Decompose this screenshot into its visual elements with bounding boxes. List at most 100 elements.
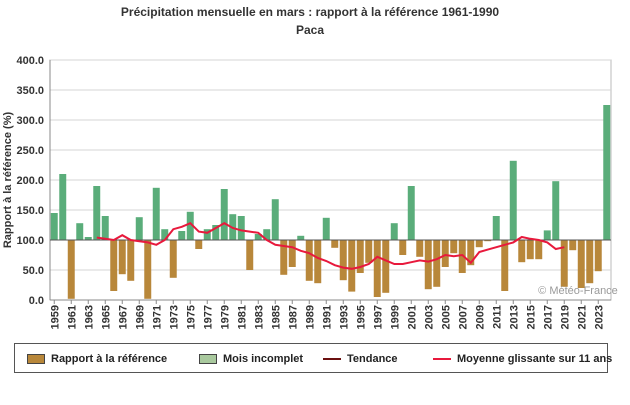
x-tick-label: 1997 [372,305,384,329]
bar-2009 [475,240,483,248]
x-tick-label: 1979 [219,305,231,329]
bar-1961 [67,240,75,299]
bar-1983 [254,234,262,240]
y-tick-label: 150.0 [16,205,44,217]
legend-item-moving-average: Moyenne glissante sur 11 ans [433,353,612,365]
bar-1989 [305,240,313,281]
bar-1995 [356,240,364,273]
bar-1992 [331,240,339,248]
bar-1982 [246,240,254,270]
x-tick-label: 1963 [83,305,95,329]
x-tick-label: 1989 [304,305,316,329]
bar-2000 [399,240,407,255]
legend-label-trend: Tendance [347,353,398,365]
bar-2013 [509,160,517,240]
y-tick-label: 200.0 [16,175,44,187]
bar-2019 [560,240,568,287]
legend-label-incomplete: Mois incomplet [223,353,304,365]
bar-1976 [195,240,203,249]
x-tick-label: 1967 [117,305,129,329]
x-tick-label: 2011 [491,305,503,329]
bar-2023 [594,240,602,272]
legend-swatch-moving-average [433,358,451,360]
y-tick-label: 250.0 [16,145,44,157]
bar-2011 [492,216,500,240]
legend-swatch-trend [323,358,341,360]
x-tick-label: 2019 [559,305,571,329]
x-tick-label: 1983 [253,305,265,329]
legend-swatch-incomplete [199,354,217,364]
bar-1990 [314,240,322,284]
x-tick-label: 2007 [457,305,469,329]
x-tick-label: 2017 [542,305,554,329]
bar-1967 [118,240,126,275]
chart-subtitle: Paca [296,23,324,37]
bar-1965 [101,216,109,240]
legend: Rapport à la référence Mois incomplet Te… [14,343,612,373]
bar-1963 [84,237,92,240]
y-tick-label: 100.0 [16,235,44,247]
bar-1993 [339,240,347,281]
x-tick-label: 1991 [321,305,333,329]
x-tick-label: 2009 [474,305,486,329]
bar-1996 [365,240,373,263]
bar-1981 [237,216,245,240]
bar-1975 [186,211,194,240]
legend-label-moving-average: Moyenne glissante sur 11 ans [457,353,613,365]
bar-2008 [467,240,475,266]
y-tick-label: 0.0 [29,295,44,307]
bar-1959 [50,213,58,240]
bar-2003 [424,240,432,290]
x-tick-label: 1977 [202,305,214,329]
x-tick-label: 2023 [593,305,605,329]
x-tick-label: 2013 [508,305,520,329]
bar-2007 [458,240,466,273]
bar-2022 [586,240,594,284]
x-tick-label: 2003 [423,305,435,329]
x-tick-label: 1975 [185,305,197,329]
y-axis: 0.0 50.0 100.0 150.0 200.0 250.0 300.0 350.0 400… [16,55,51,307]
legend-item-ratio: Rapport à la référence [27,353,167,365]
bar-1970 [144,240,152,299]
bar-1973 [169,240,177,278]
x-tick-label: 1981 [236,305,248,329]
bar-1972 [161,229,169,240]
bar-2004 [433,240,441,287]
y-tick-label: 400.0 [16,55,44,67]
bar-1984 [263,229,271,240]
bar-2017 [543,230,551,240]
chart-title: Précipitation mensuelle en mars : rappor… [121,5,499,19]
bar-1991 [322,217,330,240]
bar-1979 [220,189,228,240]
bar-1994 [348,240,356,292]
bar-1985 [271,199,279,240]
bar-1997 [373,240,381,297]
y-tick-label: 50.0 [23,265,44,277]
bar-2020 [569,240,577,251]
moving-average-polyline [96,222,565,270]
x-tick-label: 1993 [338,305,350,329]
watermark: © Météo-France [538,285,618,297]
x-tick-label: 2015 [525,305,537,329]
y-tick-label: 350.0 [16,85,44,97]
bar-1987 [288,240,296,267]
bar-1977 [203,229,211,240]
bar-2014 [518,240,526,263]
bar-1986 [280,240,288,275]
bar-1978 [212,225,220,240]
bar-2006 [450,240,458,254]
bar-2010 [484,240,492,242]
bar-1966 [110,240,118,291]
bar-1968 [127,240,135,281]
bar-1962 [76,223,84,240]
x-tick-label: 1961 [66,305,78,329]
x-tick-label: 1971 [151,305,163,329]
bar-2018 [552,181,560,240]
x-axis: 1959 1961 1963 1965 1967 1969 1971 1973 1975 1977… [49,299,611,329]
y-axis-label: Rapport à la référence (%) [2,112,14,249]
bar-2015 [526,240,534,260]
x-tick-label: 2001 [406,305,418,329]
legend-item-incomplete: Mois incomplet [199,353,303,365]
x-tick-label: 1987 [287,305,299,329]
bar-1969 [135,217,143,240]
